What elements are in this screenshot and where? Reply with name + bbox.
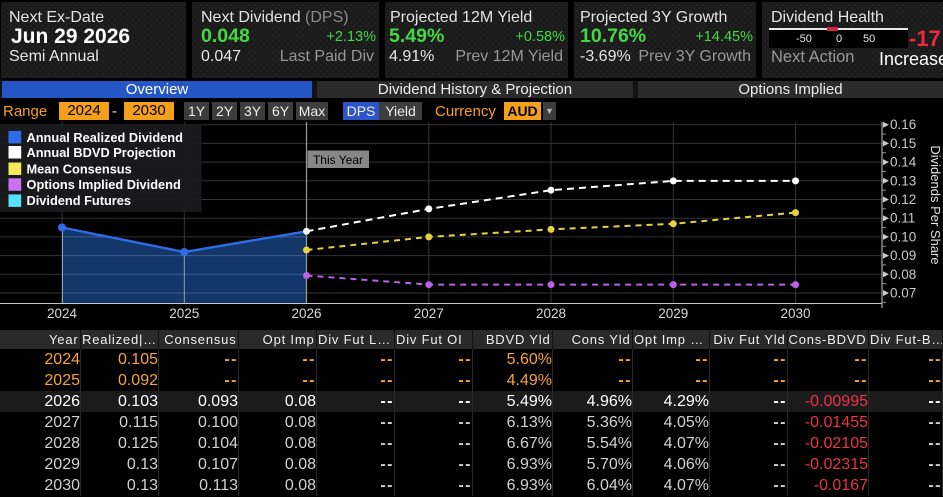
svg-text:0.09: 0.09: [890, 248, 916, 263]
svg-text:2030: 2030: [780, 306, 810, 321]
svg-text:2024: 2024: [47, 306, 78, 321]
svg-text:0.11: 0.11: [890, 211, 915, 226]
svg-text:0.13: 0.13: [890, 173, 916, 188]
svg-text:Dividends Per Share: Dividends Per Share: [928, 145, 943, 264]
svg-text:0.16: 0.16: [890, 117, 916, 132]
svg-text:2027: 2027: [414, 306, 444, 321]
svg-text:0.08: 0.08: [890, 267, 916, 282]
svg-text:2026: 2026: [291, 306, 321, 321]
svg-text:0.14: 0.14: [890, 155, 917, 170]
svg-text:Options Implied Dividend: Options Implied Dividend: [27, 177, 181, 192]
svg-text:Annual BDVD Projection: Annual BDVD Projection: [27, 145, 176, 160]
svg-text:0.07: 0.07: [890, 286, 916, 301]
svg-text:Annual Realized Dividend: Annual Realized Dividend: [27, 130, 183, 145]
svg-text:0.15: 0.15: [890, 136, 916, 151]
svg-text:Dividend Futures: Dividend Futures: [27, 193, 132, 208]
svg-text:This Year: This Year: [313, 153, 363, 167]
svg-text:0.12: 0.12: [890, 192, 916, 207]
svg-text:Mean Consensus: Mean Consensus: [27, 161, 132, 176]
svg-text:2025: 2025: [169, 306, 199, 321]
svg-text:2029: 2029: [658, 306, 688, 321]
svg-text:0.10: 0.10: [890, 229, 916, 244]
svg-text:2028: 2028: [536, 306, 566, 321]
